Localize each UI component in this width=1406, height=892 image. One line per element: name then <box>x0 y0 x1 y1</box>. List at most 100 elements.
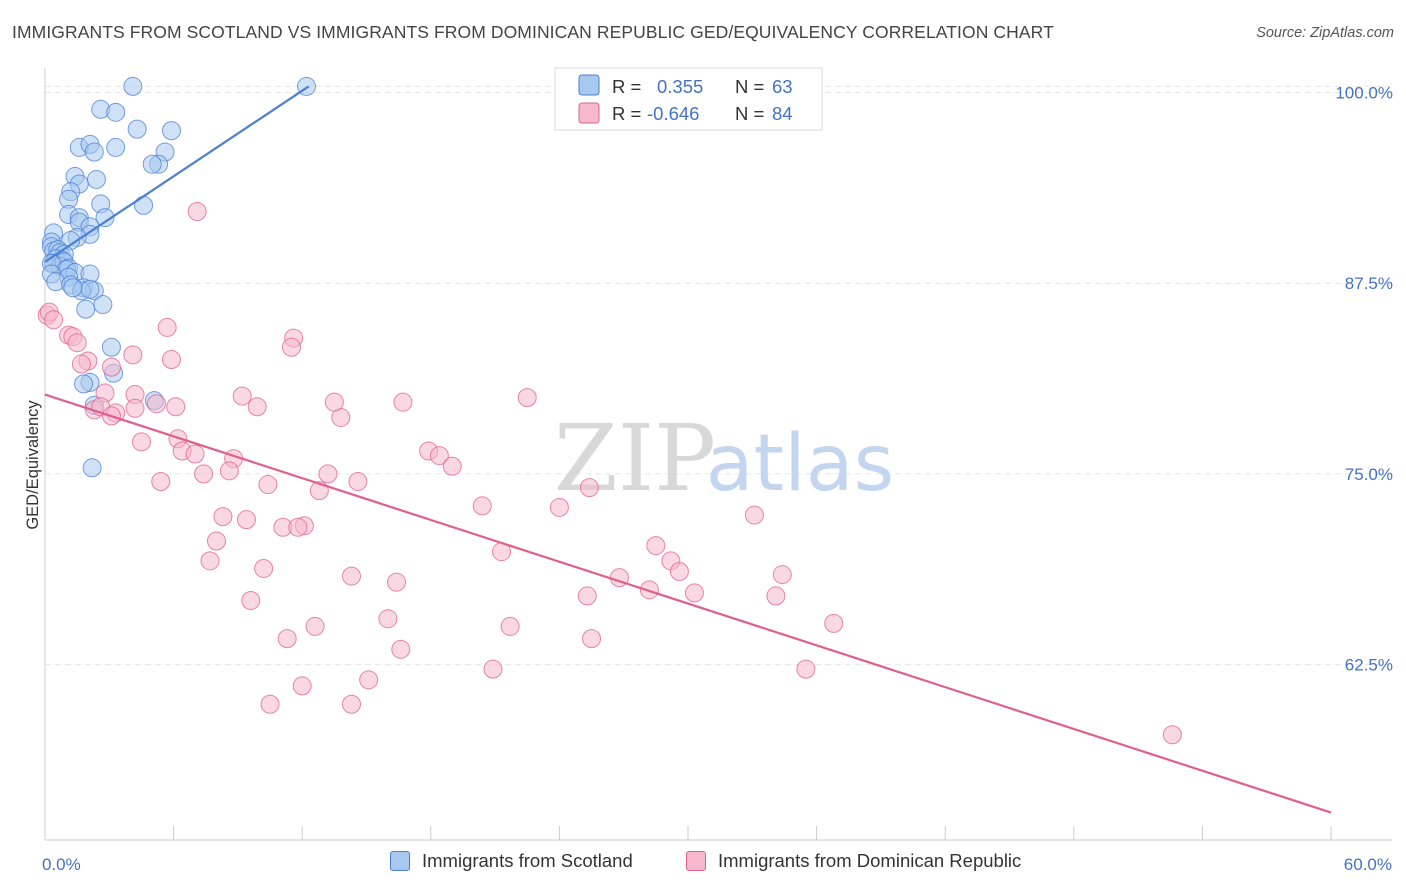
point-dominican <box>348 472 368 492</box>
point-dominican <box>44 310 64 330</box>
point-dominican <box>194 464 214 484</box>
point-scotland <box>106 102 126 122</box>
tick-labels: 100.0% 87.5% 75.0% 62.5% 0.0% 60.0% <box>42 84 1393 874</box>
point-dominican <box>579 478 599 498</box>
data-points <box>37 76 1182 745</box>
point-dominican <box>549 497 569 517</box>
point-dominican <box>241 590 261 610</box>
legend-label-scotland: Immigrants from Scotland <box>422 850 633 871</box>
legend-top-n-value-1: 63 <box>772 76 793 97</box>
point-dominican <box>442 456 462 476</box>
point-dominican <box>684 583 704 603</box>
point-dominican <box>166 397 186 417</box>
legend-swatch-scotland <box>390 851 410 871</box>
legend-swatch-dominican <box>686 851 706 871</box>
y-tick-label: 87.5% <box>1345 274 1393 293</box>
point-dominican <box>577 586 597 606</box>
point-dominican <box>254 558 274 578</box>
legend-top-n-label-2: N = <box>735 103 764 124</box>
point-scotland <box>84 142 104 162</box>
point-dominican <box>161 349 181 369</box>
point-dominican <box>131 432 151 452</box>
y-tick-label: 100.0% <box>1335 84 1393 103</box>
point-dominican <box>125 398 145 418</box>
point-dominican <box>219 461 239 481</box>
point-dominican <box>1162 725 1182 745</box>
point-dominican <box>483 659 503 679</box>
point-scotland <box>80 279 100 299</box>
point-dominican <box>146 394 166 414</box>
legend-top-swatch-blue <box>578 74 600 96</box>
point-dominican <box>517 388 537 408</box>
point-dominican <box>639 580 659 600</box>
point-dominican <box>669 562 689 582</box>
point-scotland <box>95 208 115 228</box>
point-dominican <box>258 475 278 495</box>
point-dominican <box>646 536 666 556</box>
legend-top-r-label-2: R = <box>612 103 641 124</box>
point-dominican <box>341 694 361 714</box>
trend-lines <box>44 85 1332 814</box>
point-dominican <box>288 517 308 537</box>
x-tick-label: 60.0% <box>1344 855 1392 874</box>
y-axis-label: GED/Equivalency <box>24 400 42 530</box>
point-dominican <box>206 531 226 551</box>
trend-line-scotland <box>44 85 310 263</box>
point-dominican <box>582 629 602 649</box>
source-label: Source: ZipAtlas.com <box>1256 25 1394 41</box>
point-dominican <box>378 609 398 629</box>
point-scotland <box>142 154 162 174</box>
point-dominican <box>744 505 764 525</box>
legend-top-r-value-2: -0.646 <box>647 103 699 124</box>
point-dominican <box>123 345 143 365</box>
point-dominican <box>71 354 91 374</box>
point-scotland <box>86 169 106 189</box>
point-dominican <box>324 392 344 412</box>
point-dominican <box>101 357 121 377</box>
point-scotland <box>76 299 96 319</box>
trend-line-dominican <box>44 393 1332 814</box>
point-dominican <box>429 446 449 466</box>
point-dominican <box>391 639 411 659</box>
watermark: ZIP atlas <box>554 405 894 512</box>
point-dominican <box>281 337 301 357</box>
y-tick-label: 62.5% <box>1345 656 1393 675</box>
point-scotland <box>106 137 126 157</box>
point-dominican <box>157 317 177 337</box>
legend-top-r-value-1: 0.355 <box>657 76 703 97</box>
point-dominican <box>187 201 207 221</box>
watermark-zip: ZIP <box>554 405 716 512</box>
legend-item-scotland: Immigrants from Scotland <box>390 850 633 872</box>
x-tick-label: 0.0% <box>42 855 81 874</box>
point-dominican <box>341 566 361 586</box>
legend-top-n-label-1: N = <box>735 76 764 97</box>
axes <box>44 68 1392 841</box>
point-dominican <box>500 616 520 636</box>
point-scotland <box>123 76 143 96</box>
point-scotland <box>127 119 147 139</box>
point-scotland <box>101 337 121 357</box>
legend-top-r-label-1: R = <box>612 76 641 97</box>
point-dominican <box>305 616 325 636</box>
point-dominican <box>200 551 220 571</box>
point-scotland <box>74 374 94 394</box>
point-dominican <box>472 496 492 516</box>
point-dominican <box>232 386 252 406</box>
point-dominican <box>277 629 297 649</box>
point-dominican <box>247 397 267 417</box>
point-dominican <box>292 676 312 696</box>
point-dominican <box>359 670 379 690</box>
point-scotland <box>63 278 83 298</box>
point-dominican <box>387 572 407 592</box>
point-scotland <box>134 195 154 215</box>
point-dominican <box>260 694 280 714</box>
watermark-atlas: atlas <box>706 419 895 509</box>
legend-bottom: Immigrants from Scotland Immigrants from… <box>0 850 1406 880</box>
legend-top: R = 0.355 N = 63 R = -0.646 N = 84 <box>554 67 823 131</box>
point-dominican <box>151 472 171 492</box>
grid-lines <box>45 85 1392 666</box>
legend-label-dominican: Immigrants from Dominican Republic <box>718 850 1022 871</box>
point-dominican <box>67 333 87 353</box>
y-tick-label: 75.0% <box>1345 465 1393 484</box>
